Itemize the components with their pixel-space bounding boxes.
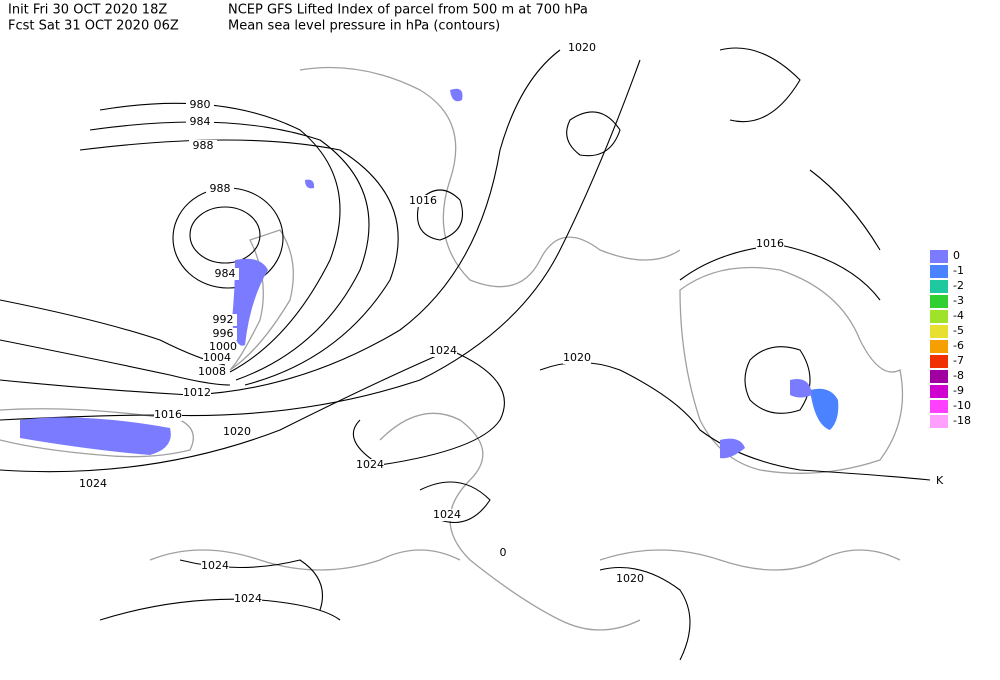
legend-unit: K bbox=[936, 474, 944, 487]
label-bg bbox=[429, 345, 457, 357]
label-bg bbox=[209, 314, 237, 326]
contour-label: 1020 bbox=[616, 572, 644, 585]
contour-label: 1016 bbox=[154, 408, 182, 421]
contour-label: 1008 bbox=[198, 365, 226, 378]
contour-label: 1020 bbox=[223, 425, 251, 438]
label-bg bbox=[563, 352, 591, 364]
label-bg bbox=[234, 593, 262, 605]
legend-label: -4 bbox=[953, 309, 964, 322]
label-bg bbox=[211, 268, 239, 280]
legend-label: -1 bbox=[953, 264, 964, 277]
label-bg bbox=[409, 195, 437, 207]
init-time: Init Fri 30 OCT 2020 18Z bbox=[8, 3, 167, 18]
legend-label: -18 bbox=[953, 414, 971, 427]
legend-swatch bbox=[930, 280, 948, 293]
legend-swatch bbox=[930, 340, 948, 353]
label-bg bbox=[183, 387, 211, 399]
legend-swatch bbox=[930, 265, 948, 278]
legend-label: -7 bbox=[953, 354, 964, 367]
contour-label: 1012 bbox=[183, 386, 211, 399]
legend-swatch bbox=[930, 370, 948, 383]
label-bg bbox=[756, 238, 784, 250]
legend: 0 -1 -2 -3 -4 -5 -6 -7 -8 -9 -10 -18 K bbox=[930, 249, 971, 487]
legend-swatch bbox=[930, 310, 948, 323]
label-bg bbox=[79, 478, 107, 490]
contour-label: 1024 bbox=[433, 508, 461, 521]
contour-label: 996 bbox=[213, 327, 234, 340]
legend-label: -8 bbox=[953, 369, 964, 382]
contour-label: 984 bbox=[190, 115, 211, 128]
legend-swatch bbox=[930, 295, 948, 308]
label-bg bbox=[209, 341, 237, 353]
contour-label: 980 bbox=[190, 98, 211, 111]
legend-label: -3 bbox=[953, 294, 964, 307]
label-bg bbox=[186, 116, 214, 128]
contour-label: 1020 bbox=[568, 41, 596, 54]
label-bg bbox=[203, 352, 231, 364]
legend-label: -2 bbox=[953, 279, 964, 292]
legend-label: -10 bbox=[953, 399, 971, 412]
legend-swatch bbox=[930, 250, 948, 263]
forecast-time: Fcst Sat 31 OCT 2020 06Z bbox=[8, 19, 179, 34]
label-bg bbox=[616, 573, 644, 585]
label-bg bbox=[568, 42, 596, 54]
coastlines bbox=[0, 66, 904, 631]
contour-label: 992 bbox=[213, 313, 234, 326]
label-bg bbox=[356, 459, 384, 471]
isobars bbox=[0, 47, 931, 661]
legend-label: -9 bbox=[953, 384, 964, 397]
contour-label: 988 bbox=[210, 182, 231, 195]
contour-label: 1024 bbox=[234, 592, 262, 605]
contour-label: 1024 bbox=[429, 344, 457, 357]
contour-label: 1024 bbox=[201, 559, 229, 572]
contour-label: 1016 bbox=[756, 237, 784, 250]
legend-label: -6 bbox=[953, 339, 964, 352]
contour-label: 1024 bbox=[79, 477, 107, 490]
label-bg bbox=[201, 560, 229, 572]
contour-label: 1020 bbox=[563, 351, 591, 364]
label-bg bbox=[206, 183, 234, 195]
label-bg bbox=[154, 409, 182, 421]
legend-label: 0 bbox=[953, 249, 960, 262]
label-bg bbox=[433, 509, 461, 521]
label-bg bbox=[489, 547, 517, 559]
label-bg bbox=[223, 426, 251, 438]
label-bg bbox=[186, 99, 214, 111]
label-bg bbox=[198, 366, 226, 378]
legend-swatch bbox=[930, 385, 948, 398]
instability-areas bbox=[20, 88, 839, 459]
contour-label: 1016 bbox=[409, 194, 437, 207]
label-bg bbox=[209, 328, 237, 340]
contour-label: 1024 bbox=[356, 458, 384, 471]
legend-swatch bbox=[930, 400, 948, 413]
contour-label: 1004 bbox=[203, 351, 231, 364]
contour-label: 1000 bbox=[209, 340, 237, 353]
map-subtitle: Mean sea level pressure in hPa (contours… bbox=[228, 19, 500, 34]
label-bg bbox=[189, 140, 217, 152]
legend-label: -5 bbox=[953, 324, 964, 337]
legend-swatch bbox=[930, 325, 948, 338]
contour-labels: 9809849889889849929961000100410081012101… bbox=[79, 41, 784, 605]
contour-label: 988 bbox=[193, 139, 214, 152]
contour-label: 0 bbox=[500, 546, 507, 559]
legend-swatch bbox=[930, 415, 948, 428]
map-title: NCEP GFS Lifted Index of parcel from 500… bbox=[228, 3, 588, 18]
legend-swatch bbox=[930, 355, 948, 368]
contour-label: 984 bbox=[215, 267, 236, 280]
